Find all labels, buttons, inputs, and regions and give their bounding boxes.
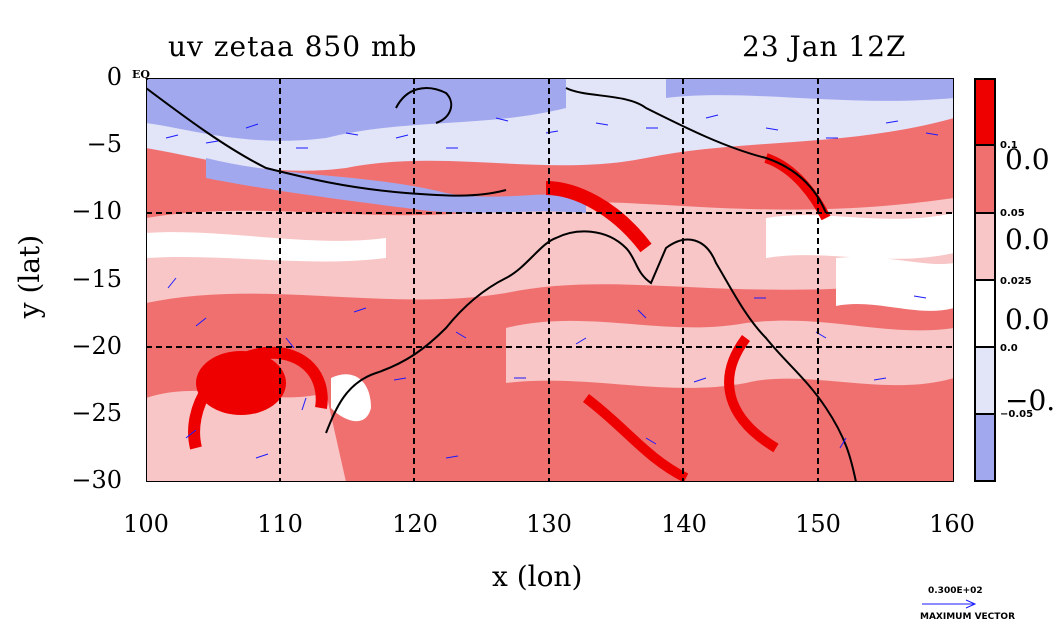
cyclone-spiral-band xyxy=(188,346,328,450)
vector-scale-label: MAXIMUM VECTOR xyxy=(920,612,1016,622)
australia-coastline xyxy=(325,230,857,482)
x-tick-label: 160 xyxy=(929,510,975,538)
y-tick-label: −20 xyxy=(71,332,122,360)
y-tick-label: −30 xyxy=(71,466,122,494)
contour-band xyxy=(331,374,371,422)
plot-title-left: uv zetaa 850 mb xyxy=(168,30,418,63)
colorbar-tick-label: 0.05 xyxy=(1000,208,1025,219)
y-tick-label: −10 xyxy=(71,197,122,225)
colorbar-tick-label: −0.05 xyxy=(1000,409,1034,420)
y-tick-label: −25 xyxy=(71,399,122,427)
vorticity-maximum xyxy=(545,181,652,253)
x-axis-label: x (lon) xyxy=(492,560,583,593)
contour-band xyxy=(836,256,954,311)
colorbar-swatch xyxy=(974,280,996,347)
vorticity-band xyxy=(582,394,689,482)
contour-band xyxy=(146,232,386,262)
vorticity-band xyxy=(724,335,779,453)
plot-title-right: 23 Jan 12Z xyxy=(742,30,907,63)
contour-band xyxy=(206,158,586,213)
colorbar-value-label: 0.0 xyxy=(1005,223,1050,256)
sumatra-java-coastline xyxy=(146,87,507,197)
y-axis-label: y (lat) xyxy=(13,234,47,319)
contour-band xyxy=(666,78,954,101)
colorbar-tick-label: 0.1 xyxy=(1000,140,1018,151)
borneo-coastline xyxy=(395,87,453,124)
x-tick-label: 150 xyxy=(795,510,841,538)
x-tick-label: 140 xyxy=(661,510,707,538)
contour-band xyxy=(766,213,954,259)
x-tick-label: 130 xyxy=(526,510,572,538)
wind-vectors xyxy=(165,114,939,459)
vector-scale-arrow-icon xyxy=(922,599,977,609)
colorbar-swatch xyxy=(974,213,996,280)
vector-scale-value: 0.300E+02 xyxy=(928,586,983,596)
colorbar-tick-label: 0.0 xyxy=(1000,343,1018,354)
colorbar-swatch xyxy=(974,145,996,213)
colorbar-swatch xyxy=(974,78,996,145)
colorbar-value-label: 0.0 xyxy=(1005,143,1050,176)
y-tick-label: −5 xyxy=(86,130,122,158)
colorbar-swatch xyxy=(974,347,996,414)
new-guinea-coastline xyxy=(565,87,827,214)
x-tick-label: 100 xyxy=(123,510,169,538)
x-tick-label: 110 xyxy=(257,510,303,538)
x-tick-label: 120 xyxy=(392,510,438,538)
colorbar-value-label: −0. xyxy=(1005,384,1056,417)
y-tick-label: −15 xyxy=(71,265,122,293)
vorticity-map xyxy=(146,78,954,482)
equator-label: EQ xyxy=(132,68,150,81)
cyclone-core xyxy=(196,351,286,415)
contour-band xyxy=(506,320,954,388)
lat-lon-grid xyxy=(146,78,954,482)
y-tick-label: 0 xyxy=(106,63,122,91)
colorbar-swatch xyxy=(974,414,996,482)
contour-band xyxy=(146,78,566,141)
colorbar-tick-label: 0.025 xyxy=(1000,276,1032,287)
colorbar xyxy=(974,78,996,482)
colorbar-value-label: 0.0 xyxy=(1005,303,1050,336)
